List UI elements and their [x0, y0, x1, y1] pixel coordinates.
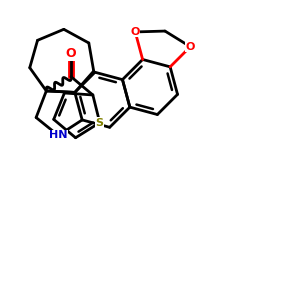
- Text: O: O: [66, 47, 76, 60]
- Text: O: O: [130, 27, 140, 37]
- Text: S: S: [96, 118, 104, 128]
- Text: O: O: [186, 42, 195, 52]
- Text: HN: HN: [49, 130, 68, 140]
